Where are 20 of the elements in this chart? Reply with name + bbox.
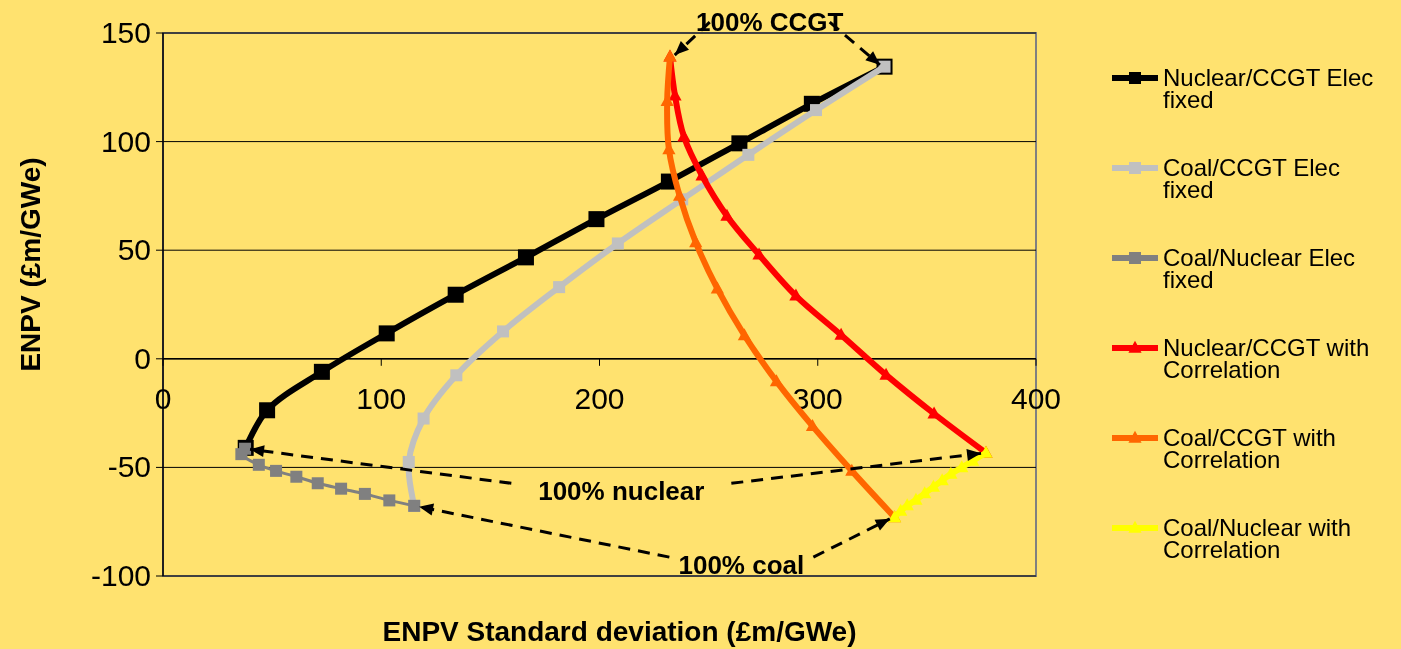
- y-tick-label: -50: [107, 450, 151, 484]
- legend-label: Nuclear/CCGT Elec fixed: [1163, 64, 1374, 113]
- x-tick-label: 200: [574, 381, 625, 415]
- legend-label: Coal/Nuclear with Correlation: [1163, 514, 1352, 563]
- annotation: 100% CCGT: [696, 7, 844, 38]
- annotation: 100% nuclear: [538, 476, 705, 507]
- x-tick-label: 100: [356, 381, 407, 415]
- y-tick-label: 100: [100, 124, 151, 158]
- y-tick-label: 50: [117, 233, 151, 267]
- legend-label: Nuclear/CCGT with Correlation: [1163, 334, 1370, 383]
- annotation: 100% coal: [678, 550, 805, 581]
- y-tick-label: 0: [134, 341, 151, 375]
- legend-label: Coal/Nuclear Elec fixed: [1163, 244, 1356, 293]
- legend-label: Coal/CCGT with Correlation: [1163, 424, 1336, 473]
- y-tick-label: 150: [100, 16, 151, 49]
- legend-label: Coal/CCGT Elec fixed: [1163, 154, 1340, 203]
- x-tick-label: 400: [1010, 381, 1062, 415]
- x-axis-title: ENPV Standard deviation (£m/GWe): [382, 616, 857, 647]
- y-axis-title: ENPV (£m/GWe): [15, 157, 46, 372]
- y-tick-label: -100: [90, 559, 151, 592]
